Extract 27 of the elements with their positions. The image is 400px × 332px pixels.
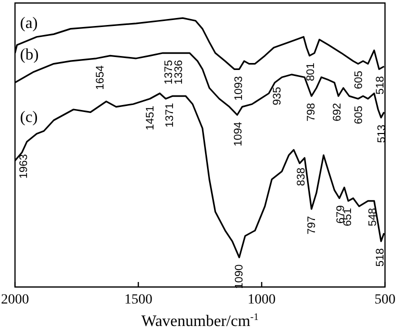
annotation: 1094 — [232, 122, 245, 146]
x-tick-label: 500 — [374, 292, 396, 308]
series-label: (c) — [20, 108, 38, 126]
series-label: (a) — [20, 14, 38, 32]
annotation: 518 — [374, 76, 387, 95]
annotation: 1336 — [172, 60, 185, 85]
annotation: 801 — [304, 62, 317, 82]
x-tick-label: 2000 — [1, 292, 29, 308]
annotation: 935 — [272, 86, 284, 106]
annotation: 1963 — [18, 154, 30, 179]
annotation: 1093 — [232, 76, 245, 101]
annotation: 798 — [306, 103, 318, 122]
x-tick-label: 1000 — [248, 292, 276, 308]
annotation: 605 — [353, 70, 366, 90]
x-tick-label: 1500 — [124, 292, 152, 308]
annotation: 1654 — [94, 65, 106, 90]
annotation: 797 — [306, 216, 318, 234]
annotation: 692 — [332, 103, 344, 122]
annotation: 838 — [296, 168, 308, 186]
series-label: (b) — [20, 46, 39, 64]
annotation: 605 — [353, 106, 366, 124]
annotation: 548 — [367, 208, 380, 226]
annotation: 1090 — [234, 264, 246, 289]
annotation: 1371 — [164, 103, 176, 128]
annotation: 1451 — [144, 106, 156, 130]
annotation: 518 — [374, 248, 387, 267]
annotation: 1375 — [163, 60, 176, 85]
